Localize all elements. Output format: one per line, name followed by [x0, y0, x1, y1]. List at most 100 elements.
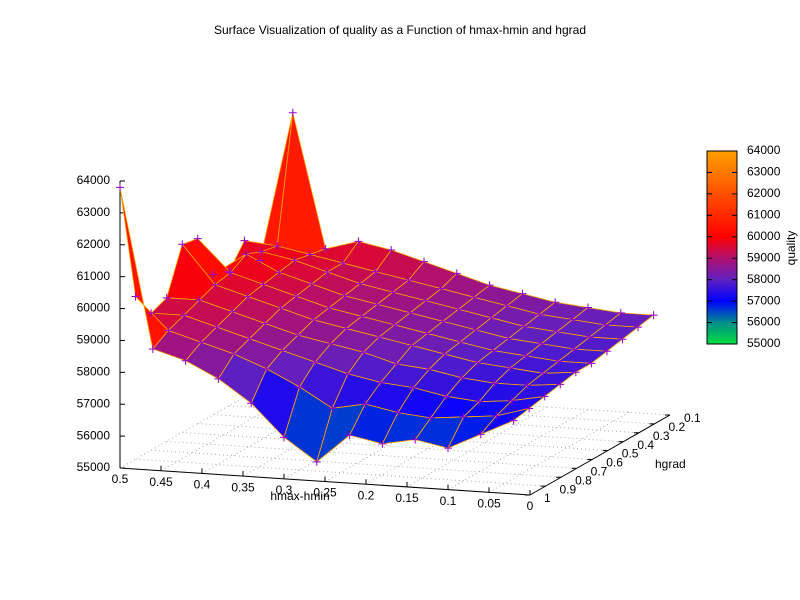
data-point	[568, 315, 577, 324]
data-point	[454, 305, 463, 314]
data-point	[470, 293, 479, 302]
data-point	[262, 364, 271, 373]
x-tick-label: 0.4	[194, 478, 211, 492]
data-point	[378, 439, 387, 448]
data-point	[487, 313, 496, 322]
data-point	[243, 292, 252, 301]
colorbar-tick-label: 57000	[747, 293, 781, 307]
data-point	[147, 309, 156, 318]
data-point	[280, 433, 288, 442]
data-point	[584, 303, 592, 312]
y-tick-label: 0.7	[591, 465, 608, 479]
colorbar-tick-label: 61000	[747, 208, 781, 222]
data-point	[471, 325, 480, 334]
data-point	[602, 347, 611, 356]
data-point	[131, 292, 140, 301]
data-point	[407, 341, 416, 350]
data-point	[404, 276, 413, 285]
data-point	[649, 311, 658, 320]
y-tick-label: 0.6	[606, 456, 623, 470]
data-point	[181, 356, 190, 365]
colorbar-tick-label: 56000	[747, 315, 781, 329]
data-point	[162, 293, 171, 302]
data-point	[425, 365, 434, 374]
data-point	[245, 334, 254, 343]
data-point	[390, 320, 399, 329]
data-point	[278, 346, 287, 355]
grid-line	[283, 398, 425, 480]
data-point	[345, 431, 354, 440]
z-tick-label: 57000	[77, 396, 111, 410]
x-tick-label: 0.3	[276, 483, 293, 497]
data-point	[179, 311, 188, 320]
data-point	[475, 397, 484, 406]
data-point	[459, 412, 468, 421]
z-tick-label: 56000	[77, 428, 111, 442]
data-point	[551, 298, 560, 307]
data-point	[342, 324, 351, 333]
data-point	[309, 315, 318, 324]
data-point	[507, 396, 516, 405]
data-point	[440, 350, 449, 359]
data-point	[492, 411, 501, 420]
y-tick-label: 0.8	[575, 473, 592, 487]
z-tick-label: 55000	[77, 460, 111, 474]
data-point	[256, 256, 264, 265]
data-point	[509, 416, 518, 425]
data-point	[457, 373, 466, 382]
data-point	[423, 329, 432, 338]
data-point	[354, 237, 363, 246]
colorbar-tick-label: 58000	[747, 272, 781, 286]
data-point	[324, 303, 333, 312]
y-tick-label: 0.4	[637, 438, 654, 452]
data-point	[276, 304, 285, 313]
grid-line	[151, 449, 562, 478]
data-point	[518, 289, 527, 298]
x-tick-label: 0.05	[477, 496, 501, 510]
data-point	[242, 250, 251, 259]
data-point	[521, 351, 530, 360]
grid-line	[160, 390, 302, 472]
data-point	[209, 270, 218, 279]
colorbar-tick-label: 64000	[747, 143, 781, 157]
data-point	[438, 317, 447, 326]
grid-line	[166, 440, 577, 469]
colorbar-tick-label: 63000	[747, 165, 781, 179]
data-point	[571, 368, 580, 377]
data-point	[306, 250, 315, 259]
y-tick-label: 1	[544, 491, 551, 505]
data-point	[618, 335, 627, 344]
data-point	[328, 404, 337, 413]
data-point	[388, 288, 397, 297]
data-point	[570, 345, 579, 354]
data-point	[257, 247, 266, 256]
data-point	[261, 319, 270, 328]
y-tick-label: 0.1	[684, 411, 701, 425]
data-point	[373, 300, 382, 309]
data-point	[616, 308, 625, 317]
data-point	[228, 307, 237, 316]
data-point	[504, 334, 513, 343]
data-point	[520, 322, 529, 331]
data-point	[421, 296, 430, 305]
data-point	[437, 284, 446, 293]
data-point	[311, 358, 320, 367]
data-point	[473, 358, 482, 367]
data-point	[343, 369, 352, 378]
data-point	[323, 267, 332, 276]
data-point	[321, 244, 330, 253]
data-point	[197, 338, 206, 347]
data-point	[273, 241, 282, 250]
surface-patch	[276, 112, 327, 255]
colorbar-tick-label: 62000	[747, 186, 781, 200]
data-point	[535, 310, 544, 319]
data-point	[193, 234, 202, 243]
data-point	[490, 379, 499, 388]
data-point	[307, 280, 316, 289]
data-point	[556, 380, 565, 389]
x-tick-label: 0.45	[149, 475, 173, 489]
data-point	[211, 280, 220, 289]
z-tick-label: 64000	[77, 173, 111, 187]
data-point	[409, 383, 418, 392]
data-point	[148, 344, 157, 353]
